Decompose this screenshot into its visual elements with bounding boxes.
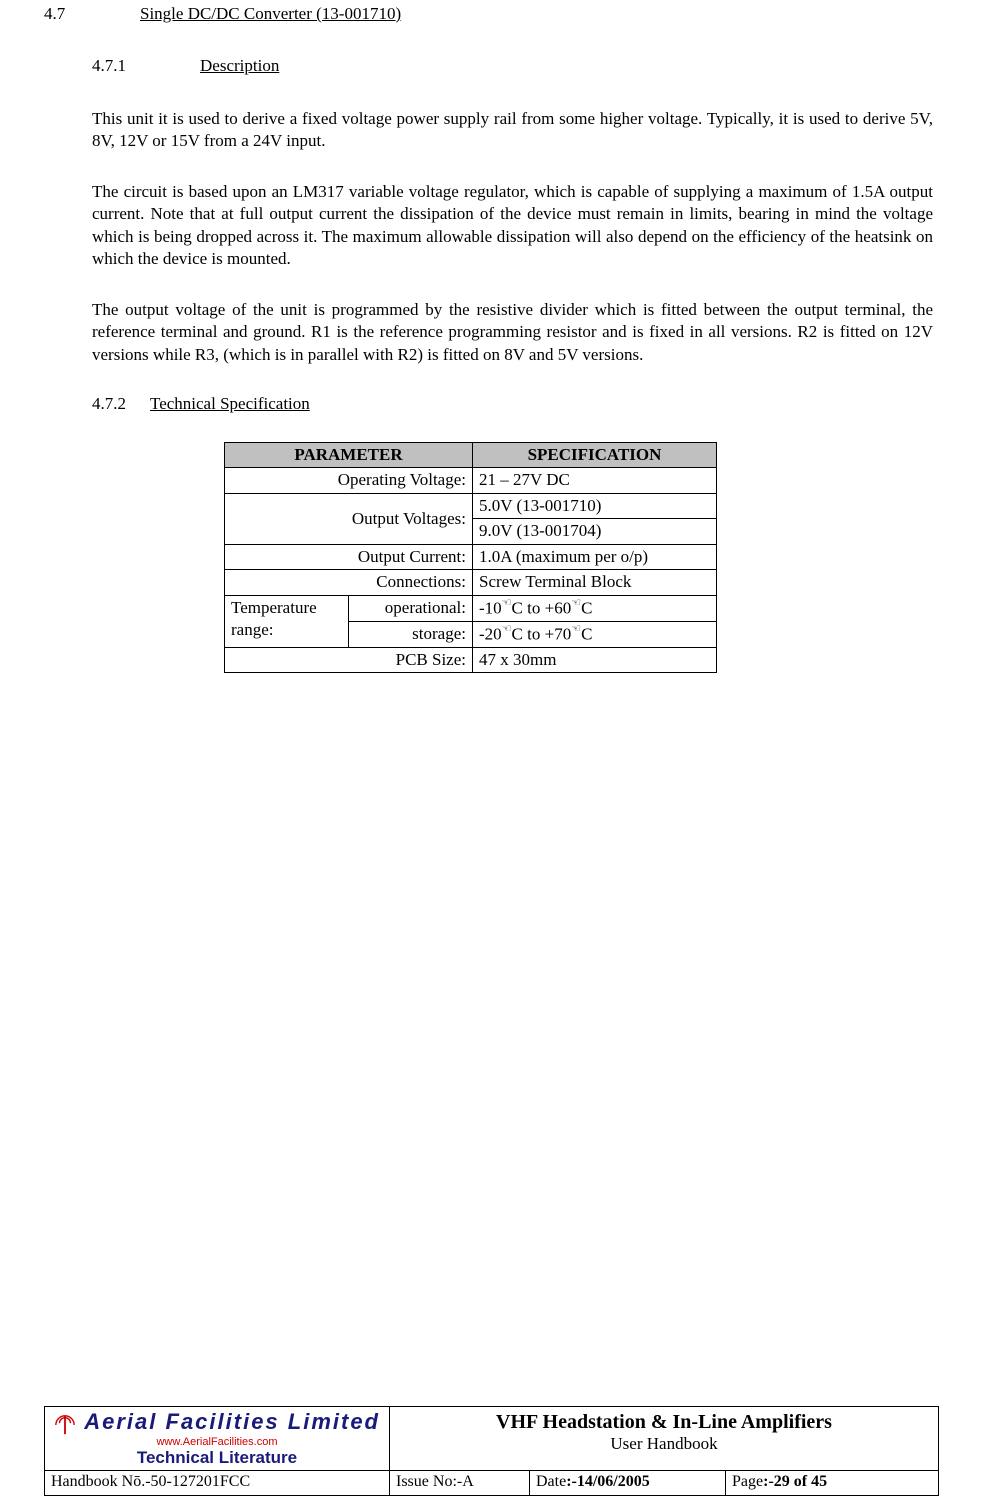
footer-logo-cell: Aerial Facilities Limited www.AerialFaci…	[45, 1407, 390, 1470]
date-value: :-14/06/2005	[566, 1473, 650, 1490]
footer-bottom-row: Handbook Nō.-50-127201FCC Issue No:-A Da…	[44, 1470, 939, 1496]
subsection-title: Description	[200, 56, 279, 75]
spec-pcb-size: 47 x 30mm	[473, 647, 717, 672]
spec-table: PARAMETER SPECIFICATION Operating Voltag…	[224, 442, 717, 673]
subsection-heading-description: 4.7.1Description	[92, 56, 939, 76]
spec-output-current: 1.0A (maximum per o/p)	[473, 544, 717, 569]
spec-temp-storage: -20☜C to +70☜C	[473, 621, 717, 647]
table-row: Output Current: 1.0A (maximum per o/p)	[225, 544, 717, 569]
param-connections: Connections:	[225, 570, 473, 595]
footer-page-cell: Page:-29 of 45	[726, 1471, 938, 1495]
logo-company-name: Aerial Facilities Limited	[84, 1409, 380, 1434]
param-output-current: Output Current:	[225, 544, 473, 569]
issue-value: -A	[457, 1473, 474, 1490]
logo-line-1: Aerial Facilities Limited	[51, 1409, 383, 1436]
table-row: Connections: Screw Terminal Block	[225, 570, 717, 595]
section-number: 4.7	[44, 4, 140, 24]
table-row: PCB Size: 47 x 30mm	[225, 647, 717, 672]
paragraph-1: This unit it is used to derive a fixed v…	[92, 108, 933, 153]
footer-issue-cell: Issue No:-A	[390, 1471, 530, 1495]
param-output-voltages: Output Voltages:	[225, 493, 473, 544]
handbook-label: Handbook Nō.	[51, 1473, 145, 1490]
param-operating-voltage: Operating Voltage:	[225, 468, 473, 493]
footer-top-row: Aerial Facilities Limited www.AerialFaci…	[44, 1406, 939, 1470]
doc-title-sub: User Handbook	[396, 1434, 932, 1454]
footer-date-cell: Date:-14/06/2005	[530, 1471, 726, 1495]
param-pcb-size: PCB Size:	[225, 647, 473, 672]
subsection-number: 4.7.1	[92, 56, 200, 76]
spec-connections: Screw Terminal Block	[473, 570, 717, 595]
param-temp-operational: operational:	[349, 595, 473, 621]
antenna-icon	[54, 1414, 76, 1436]
subsection2-title: Technical Specification	[150, 394, 310, 413]
spec-output-voltage-2: 9.0V (13-001704)	[473, 519, 717, 544]
footer-title-cell: VHF Headstation & In-Line Amplifiers Use…	[390, 1407, 938, 1470]
page-value: :-29 of 45	[763, 1473, 827, 1490]
table-header-row: PARAMETER SPECIFICATION	[225, 442, 717, 467]
page-footer: Aerial Facilities Limited www.AerialFaci…	[44, 1406, 939, 1496]
spec-temp-operational: -10☜C to +60☜C	[473, 595, 717, 621]
table-row: Output Voltages: 5.0V (13-001710)	[225, 493, 717, 518]
param-temp-range: Temperature range:	[225, 595, 349, 647]
logo-url: www.AerialFacilities.com	[51, 1436, 383, 1448]
issue-label: Issue No:	[396, 1473, 457, 1490]
header-parameter: PARAMETER	[225, 442, 473, 467]
footer-handbook-cell: Handbook Nō.-50-127201FCC	[45, 1471, 390, 1495]
page-label: Page	[732, 1473, 763, 1490]
doc-title-main: VHF Headstation & In-Line Amplifiers	[396, 1411, 932, 1434]
paragraph-2: The circuit is based upon an LM317 varia…	[92, 181, 933, 271]
paragraph-3: The output voltage of the unit is progra…	[92, 299, 933, 366]
date-label: Date	[536, 1473, 566, 1490]
table-row: Operating Voltage: 21 – 27V DC	[225, 468, 717, 493]
header-specification: SPECIFICATION	[473, 442, 717, 467]
spec-output-voltage-1: 5.0V (13-001710)	[473, 493, 717, 518]
section-heading: 4.7Single DC/DC Converter (13-001710)	[44, 4, 939, 24]
subsection2-number: 4.7.2	[92, 394, 150, 414]
subsection-heading-techspec: 4.7.2Technical Specification	[92, 394, 939, 414]
section-title: Single DC/DC Converter (13-001710)	[140, 4, 401, 23]
spec-operating-voltage: 21 – 27V DC	[473, 468, 717, 493]
param-temp-storage: storage:	[349, 621, 473, 647]
logo-subtitle: Technical Literature	[51, 1448, 383, 1468]
table-row: Temperature range: operational: -10☜C to…	[225, 595, 717, 621]
handbook-value: -50-127201FCC	[145, 1473, 250, 1490]
